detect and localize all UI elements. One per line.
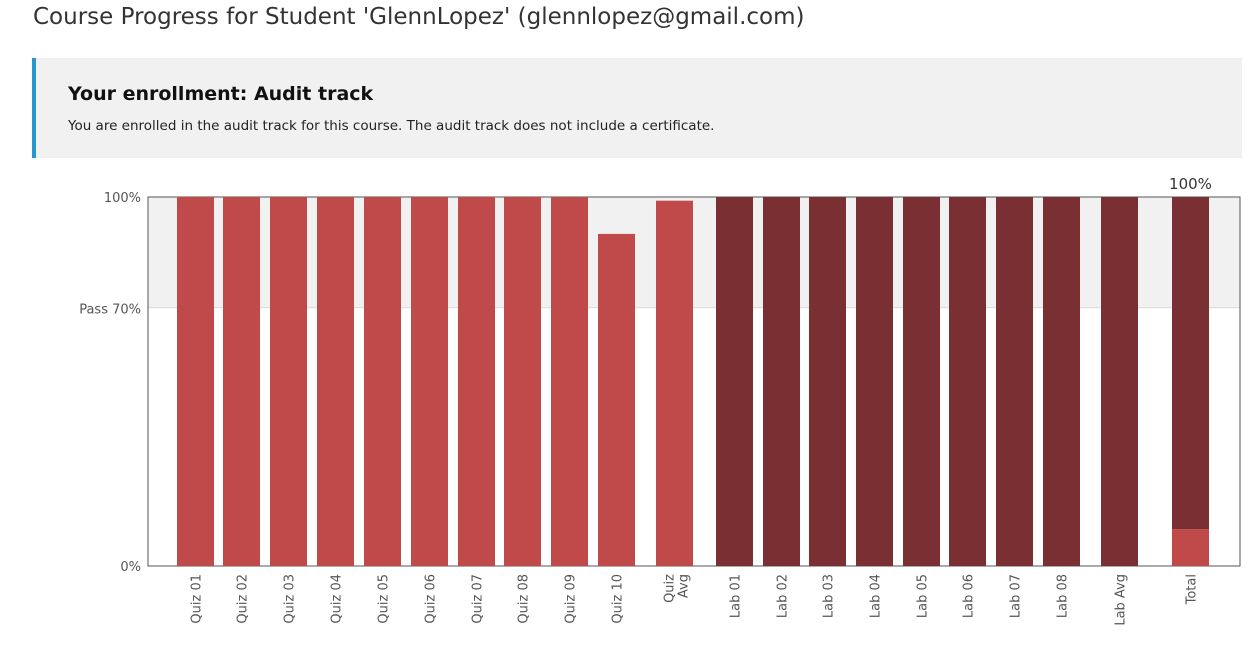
plot-frame	[147, 196, 1241, 567]
x-label-quiz-08: Quiz 08	[517, 574, 532, 624]
bar-lab-01	[716, 197, 753, 566]
x-label-quiz-avg-line-1: Quiz	[663, 574, 678, 603]
enrollment-notice: Your enrollment: Audit track You are enr…	[32, 58, 1242, 158]
x-label-lab-07: Lab 07	[1009, 574, 1024, 618]
x-label-quiz-10: Quiz 10	[611, 574, 626, 624]
bar-quiz-10	[598, 233, 635, 566]
bar-lab-05	[903, 197, 940, 566]
bar-quiz-02	[223, 197, 260, 566]
bar-total-quiz-segment	[1172, 529, 1209, 566]
x-label-quiz-02: Quiz 02	[236, 574, 251, 624]
bar-quiz-06	[411, 197, 448, 566]
bar-quiz-08	[504, 197, 541, 566]
x-label-quiz-06: Quiz 06	[424, 574, 439, 624]
x-label-lab-01: Lab 01	[729, 574, 744, 618]
x-label-quiz-01: Quiz 01	[190, 574, 205, 624]
page-title: Course Progress for Student 'GlennLopez'…	[33, 4, 805, 30]
x-label-lab-avg: Lab Avg	[1114, 574, 1129, 626]
bar-lab-06	[949, 197, 986, 566]
bar-quiz-04	[317, 197, 354, 566]
x-label-lab-08: Lab 08	[1056, 574, 1071, 618]
y-tick-label-pass: Pass 70%	[79, 303, 141, 318]
y-tick-label-top: 100%	[104, 191, 141, 206]
bar-quiz-07	[458, 197, 495, 566]
x-label-quiz-09: Quiz 09	[564, 574, 579, 624]
bar-quiz-09	[551, 197, 588, 566]
bar-quiz-05	[364, 197, 401, 566]
bar-quiz-03	[270, 197, 307, 566]
x-label-quiz-05: Quiz 05	[377, 574, 392, 624]
x-label-lab-03: Lab 03	[822, 574, 837, 618]
x-label-lab-02: Lab 02	[776, 574, 791, 618]
x-label-lab-05: Lab 05	[916, 574, 931, 618]
x-label-lab-06: Lab 06	[962, 574, 977, 618]
bar-lab-02	[763, 197, 800, 566]
enrollment-heading: Your enrollment: Audit track	[68, 83, 374, 105]
bar-total-lab-segment	[1172, 197, 1209, 530]
y-tick-label-bottom: 0%	[120, 560, 141, 575]
x-label-quiz-03: Quiz 03	[283, 574, 298, 624]
bar-lab-04	[856, 197, 893, 566]
x-label-lab-04: Lab 04	[869, 574, 884, 618]
bar-lab-03	[809, 197, 846, 566]
total-value-label: 100%	[1169, 175, 1212, 193]
x-label-quiz-07: Quiz 07	[471, 574, 486, 624]
x-label-quiz-avg-line-2: Avg	[677, 574, 692, 598]
bar-lab-08	[1043, 197, 1080, 566]
bar-lab-07	[996, 197, 1033, 566]
bar-quiz-avg	[656, 200, 693, 566]
bar-lab-avg	[1101, 197, 1138, 566]
enrollment-message: You are enrolled in the audit track for …	[68, 118, 715, 134]
bar-quiz-01	[177, 197, 214, 566]
x-label-total: Total	[1185, 574, 1200, 605]
x-label-quiz-04: Quiz 04	[330, 574, 345, 624]
